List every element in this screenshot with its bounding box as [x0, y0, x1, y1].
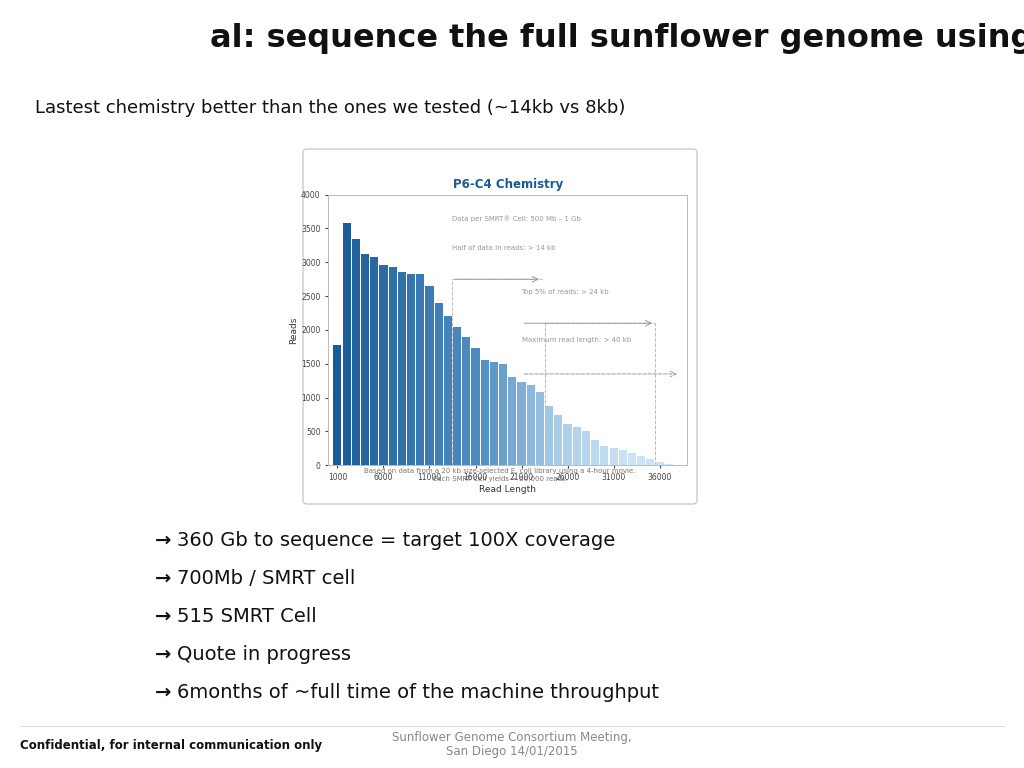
- Text: →: →: [155, 683, 171, 701]
- Text: 700Mb / SMRT cell: 700Mb / SMRT cell: [177, 568, 355, 588]
- Bar: [526, 386, 535, 465]
- Bar: [618, 450, 627, 465]
- Bar: [434, 303, 442, 465]
- Text: Data per SMRT® Cell: 500 Mb – 1 Gb: Data per SMRT® Cell: 500 Mb – 1 Gb: [453, 215, 582, 222]
- Bar: [572, 427, 581, 465]
- Text: 360 Gb to sequence = target 100X coverage: 360 Gb to sequence = target 100X coverag…: [177, 531, 615, 549]
- X-axis label: Read Length: Read Length: [479, 485, 537, 494]
- Text: 515 SMRT Cell: 515 SMRT Cell: [177, 607, 316, 625]
- Bar: [380, 265, 387, 465]
- Text: Maximum read length: > 40 kb: Maximum read length: > 40 kb: [521, 336, 631, 343]
- Bar: [637, 456, 645, 465]
- Text: Half of data in reads: > 14 kb: Half of data in reads: > 14 kb: [453, 246, 556, 251]
- Bar: [600, 446, 608, 465]
- Bar: [480, 359, 488, 465]
- Bar: [453, 327, 461, 465]
- Bar: [425, 286, 433, 465]
- Bar: [489, 362, 498, 465]
- Bar: [646, 459, 654, 465]
- Bar: [582, 431, 590, 465]
- Text: →: →: [155, 568, 171, 588]
- Bar: [389, 267, 396, 465]
- Text: →: →: [155, 644, 171, 664]
- Bar: [536, 392, 544, 465]
- Text: 6months of ~full time of the machine throughput: 6months of ~full time of the machine thr…: [177, 683, 659, 701]
- Text: Each SMRT Cell yields ~ 50,000 reads.: Each SMRT Cell yields ~ 50,000 reads.: [432, 476, 567, 482]
- Text: Lastest chemistry better than the ones we tested (~14kb vs 8kb): Lastest chemistry better than the ones w…: [35, 99, 626, 117]
- Bar: [443, 316, 452, 465]
- Text: →: →: [155, 531, 171, 549]
- Bar: [655, 462, 664, 465]
- Text: Quote in progress: Quote in progress: [177, 644, 351, 664]
- Bar: [554, 415, 562, 465]
- Bar: [462, 336, 470, 465]
- Text: al: sequence the full sunflower genome using: al: sequence the full sunflower genome u…: [210, 22, 1024, 54]
- Bar: [471, 348, 479, 465]
- Y-axis label: Reads: Reads: [290, 316, 298, 343]
- Bar: [343, 223, 350, 465]
- Bar: [416, 274, 424, 465]
- Bar: [334, 345, 341, 465]
- Bar: [361, 253, 369, 465]
- Bar: [609, 449, 617, 465]
- Title: P6-C4 Chemistry: P6-C4 Chemistry: [453, 177, 563, 190]
- Text: San Diego 14/01/2015: San Diego 14/01/2015: [446, 746, 578, 759]
- Bar: [352, 240, 359, 465]
- Bar: [499, 365, 507, 465]
- FancyBboxPatch shape: [303, 149, 697, 504]
- Bar: [517, 382, 525, 465]
- Bar: [371, 257, 378, 465]
- Bar: [665, 464, 673, 465]
- Text: Confidential, for internal communication only: Confidential, for internal communication…: [20, 740, 323, 753]
- Bar: [591, 439, 599, 465]
- Text: Based on data from a 20 kb size-selected E. coli library using a 4-hour movie.: Based on data from a 20 kb size-selected…: [365, 468, 636, 474]
- Bar: [407, 274, 415, 465]
- Bar: [563, 424, 571, 465]
- Text: Top 5% of reads: > 24 kb: Top 5% of reads: > 24 kb: [521, 290, 609, 296]
- Bar: [397, 273, 406, 465]
- Bar: [628, 453, 636, 465]
- Text: →: →: [155, 607, 171, 625]
- Bar: [508, 376, 516, 465]
- Text: Sunflower Genome Consortium Meeting,: Sunflower Genome Consortium Meeting,: [392, 731, 632, 744]
- Bar: [545, 406, 553, 465]
